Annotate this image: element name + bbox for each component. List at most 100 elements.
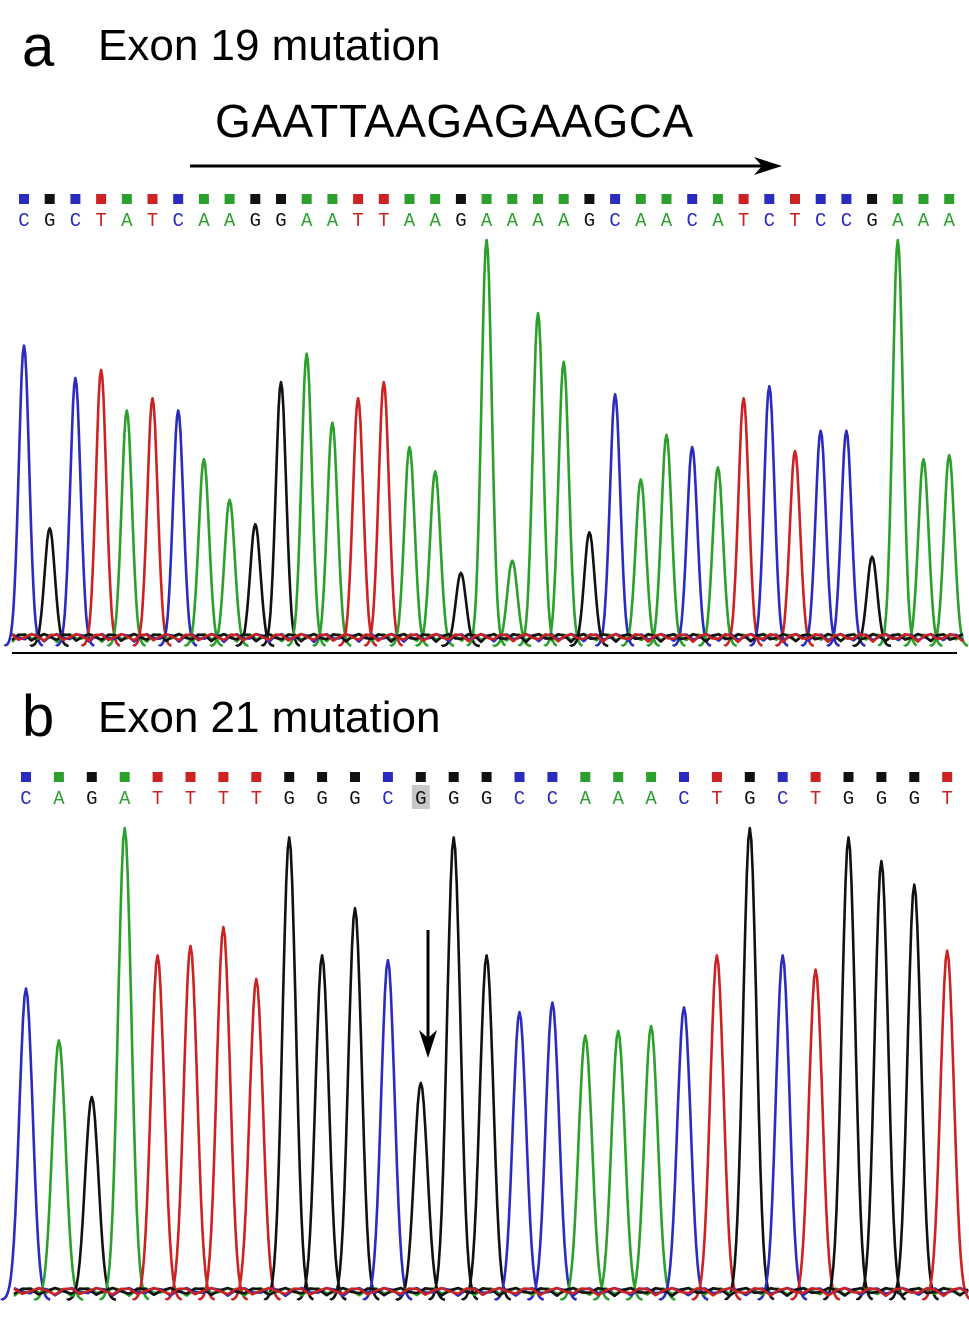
base-call-guanine: G [584, 210, 595, 232]
quality-marker-cytosine [382, 772, 393, 782]
quality-marker-adenine [646, 772, 657, 782]
trace-peak-adenine [33, 1039, 84, 1301]
insertion-arrow [190, 157, 782, 175]
trace-peak-guanine [260, 380, 301, 647]
base-call-adenine: A [224, 210, 236, 232]
base-call-thymine: T [378, 210, 389, 232]
quality-marker-guanine [843, 772, 854, 782]
trace-peak-thymine [132, 397, 172, 647]
base-call-cytosine: C [547, 788, 558, 810]
base-call-cytosine: C [70, 210, 81, 232]
trace-peak-adenine [466, 238, 507, 647]
quality-marker-adenine [224, 194, 235, 204]
base-call-cytosine: C [815, 210, 826, 232]
trace-peak-cytosine [0, 987, 51, 1301]
base-call-guanine: G [843, 788, 854, 810]
quality-marker-thymine [147, 194, 158, 204]
trace-peak-guanine [461, 954, 512, 1301]
quality-marker-guanine [584, 194, 595, 204]
trace-peak-cytosine [594, 393, 635, 647]
trace-peak-adenine [415, 470, 455, 648]
trace-peak-thymine [691, 954, 742, 1301]
trace-peak-cytosine [658, 1006, 709, 1301]
base-call-cytosine: C [20, 788, 31, 810]
quality-marker-adenine [892, 194, 903, 204]
base-call-guanine: G [866, 210, 877, 232]
quality-marker-cytosine [764, 194, 775, 204]
trace-peak-adenine [646, 433, 686, 647]
quality-marker-adenine [430, 194, 441, 204]
quality-marker-guanine [317, 772, 328, 782]
base-call-thymine: T [711, 788, 722, 810]
quality-marker-thymine [353, 194, 364, 204]
quality-marker-thymine [152, 772, 163, 782]
quality-marker-thymine [185, 772, 196, 782]
trace-peak-thymine [790, 968, 841, 1301]
quality-marker-thymine [942, 772, 953, 782]
trace-peak-adenine [625, 1024, 676, 1301]
quality-marker-guanine [86, 772, 97, 782]
quality-marker-adenine [481, 194, 492, 204]
base-call-cytosine: C [678, 788, 689, 810]
trace-peak-guanine [440, 571, 480, 648]
trace-peak-thymine [230, 977, 281, 1301]
quality-marker-thymine [218, 772, 229, 782]
quality-marker-adenine [944, 194, 955, 204]
base-call-thymine: T [147, 210, 158, 232]
trace-peak-cytosine [494, 1010, 545, 1301]
baseline-noise-guanine [11, 632, 964, 644]
trace-peak-adenine [517, 311, 558, 647]
quality-marker-adenine [327, 194, 338, 204]
trace-peak-cytosine [3, 344, 44, 647]
trace-peak-adenine [559, 1034, 610, 1301]
trace-peak-guanine [724, 826, 775, 1301]
base-call-guanine: G [349, 788, 360, 810]
trace-peak-thymine [774, 449, 815, 647]
base-call-thymine: T [738, 210, 749, 232]
base-call-adenine: A [404, 210, 416, 232]
point-mutation-arrow [419, 930, 437, 1058]
trace-peak-adenine [877, 238, 918, 647]
trace-peak-cytosine [362, 958, 413, 1301]
base-call-cytosine: C [514, 788, 525, 810]
trace-peak-adenine [106, 409, 147, 647]
quality-marker-guanine [744, 772, 755, 782]
quality-marker-cytosine [70, 194, 81, 204]
quality-marker-adenine [301, 194, 312, 204]
base-call-cytosine: C [764, 210, 775, 232]
trace-peak-guanine [329, 906, 380, 1301]
trace-peak-thymine [197, 925, 249, 1301]
base-call-adenine: A [198, 210, 210, 232]
trace-peak-adenine [592, 1029, 643, 1301]
trace-peak-cytosine [826, 429, 866, 647]
trace-peak-adenine [286, 352, 327, 647]
base-call-thymine: T [218, 788, 229, 810]
quality-marker-thymine [96, 194, 107, 204]
quality-marker-thymine [711, 772, 722, 782]
base-call-guanine: G [250, 210, 261, 232]
trace-peak-adenine [929, 453, 969, 648]
base-call-adenine: A [481, 210, 493, 232]
base-call-guanine: G [481, 788, 492, 810]
trace-peak-guanine [296, 954, 347, 1301]
trace-peak-thymine [165, 944, 216, 1301]
base-call-adenine: A [612, 788, 624, 810]
trace-peak-cytosine [800, 429, 840, 647]
trace-peak-thymine [337, 397, 378, 647]
base-call-adenine: A [121, 210, 133, 232]
quality-marker-cytosine [841, 194, 852, 204]
base-call-thymine: T [352, 210, 363, 232]
base-call-thymine: T [185, 788, 196, 810]
quality-marker-guanine [876, 772, 887, 782]
quality-marker-cytosine [679, 772, 689, 782]
quality-marker-guanine [276, 194, 286, 204]
baseline-noise-thymine [11, 632, 964, 644]
trace-peak-adenine [389, 445, 429, 647]
insertion-sequence: GAATTAAGAGAAGCA [215, 95, 694, 147]
trace-peak-guanine [823, 836, 874, 1301]
trace-peak-cytosine [757, 954, 808, 1301]
base-call-thymine: T [789, 210, 800, 232]
base-call-adenine: A [119, 788, 131, 810]
